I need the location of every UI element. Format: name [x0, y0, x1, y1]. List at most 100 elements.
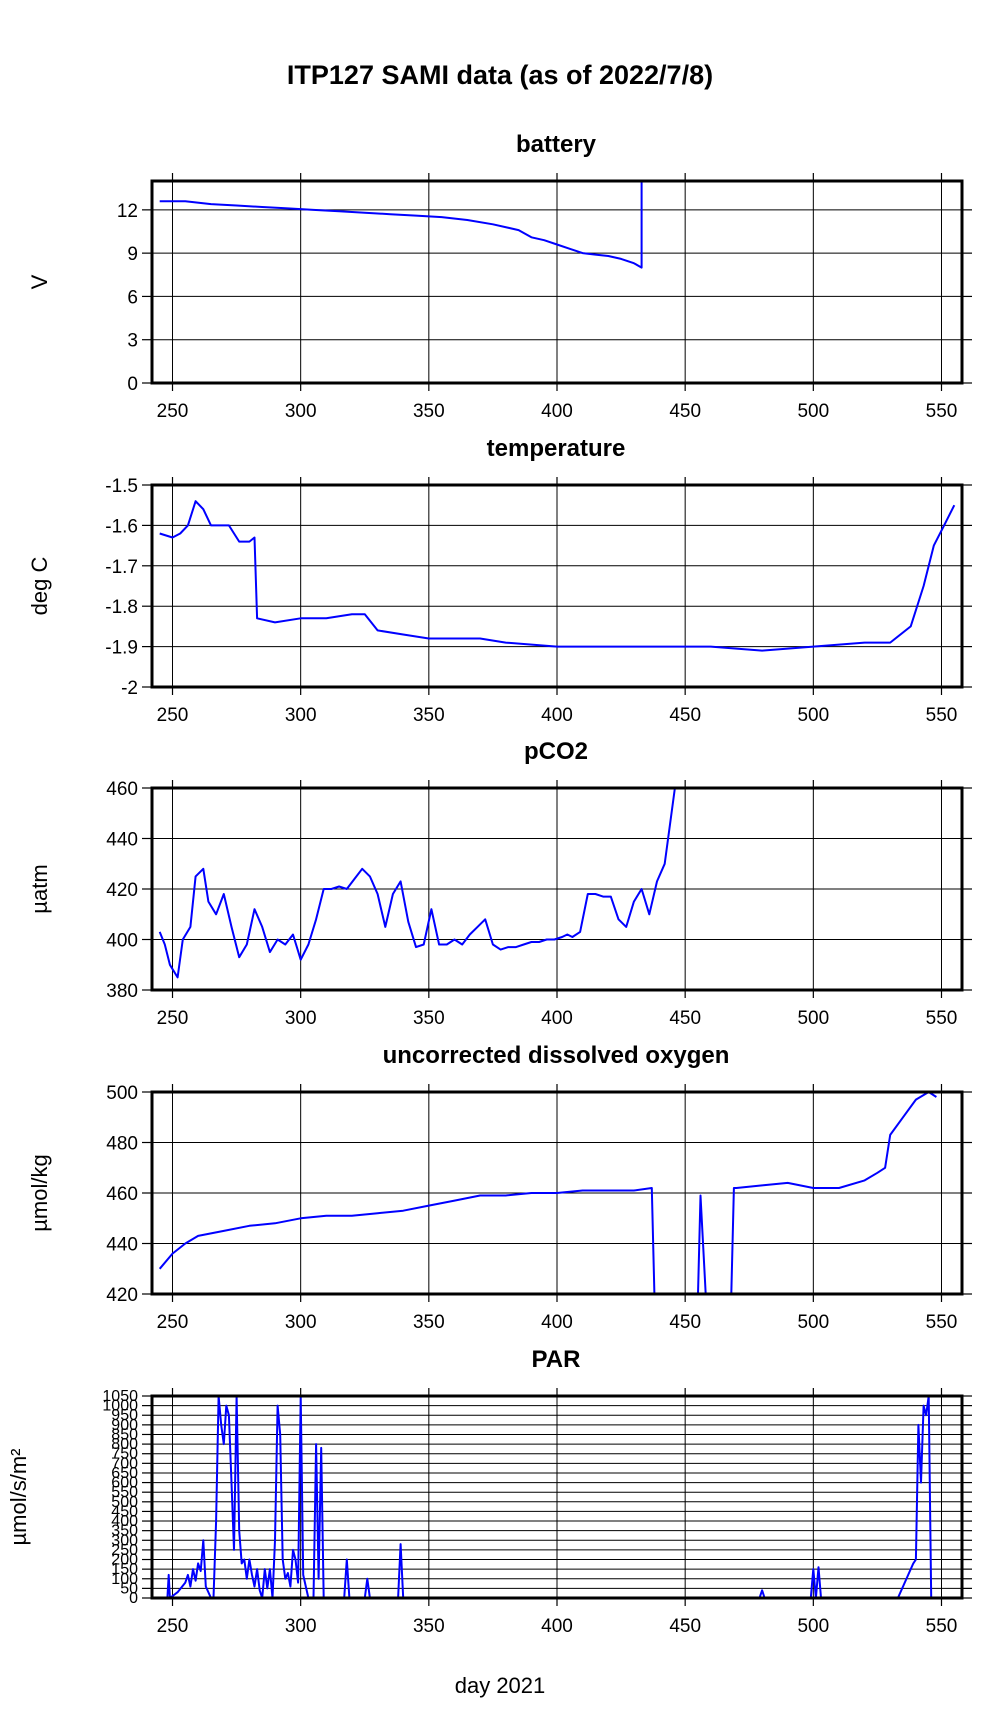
y-tick-label: 550	[111, 1484, 138, 1501]
x-tick-label: 350	[413, 705, 445, 726]
x-tick-label: 550	[926, 1008, 958, 1029]
y-tick-label: 460	[106, 779, 138, 800]
x-tick-label: 500	[797, 401, 829, 422]
y-axis-label: µatm	[27, 864, 52, 913]
x-tick-label: 400	[541, 1312, 573, 1333]
y-tick-label: 150	[111, 1561, 138, 1578]
x-tick-label: 350	[413, 1008, 445, 1029]
x-axis-label: day 2021	[455, 1673, 546, 1698]
y-tick-label: 350	[111, 1523, 138, 1540]
chart-panel-1: temperature deg C 250 300 350 400 450 500 550 -2 -…	[27, 435, 972, 726]
x-tick-label: 450	[669, 401, 701, 422]
plot-frame	[150, 1394, 964, 1600]
panel-title: uncorrected dissolved oxygen	[383, 1042, 730, 1069]
y-tick-label: 500	[111, 1494, 138, 1511]
plot-frame	[150, 483, 964, 689]
y-tick-label: 0	[127, 374, 138, 395]
y-tick-label: -1.6	[105, 516, 138, 537]
y-tick-label: -2	[121, 678, 138, 699]
y-tick-label: 1000	[102, 1398, 138, 1415]
y-axis-label: V	[27, 274, 52, 289]
y-tick-label: 440	[106, 1235, 138, 1256]
y-tick-label: 6	[127, 287, 138, 308]
data-line	[158, 1092, 937, 1294]
x-tick-label: 450	[669, 1616, 701, 1637]
x-tick-label: 550	[926, 401, 958, 422]
y-tick-label: 420	[106, 1285, 138, 1306]
x-tick-label: 500	[797, 1008, 829, 1029]
y-tick-label: 100	[111, 1571, 138, 1588]
x-tick-label: 550	[926, 1616, 958, 1637]
y-tick-label: 9	[127, 244, 138, 265]
y-tick-label: 650	[111, 1465, 138, 1482]
y-tick-label: 380	[106, 981, 138, 1002]
y-axis-label: µmol/s/m²	[6, 1448, 31, 1545]
y-tick-label: 450	[111, 1503, 138, 1520]
x-tick-label: 400	[541, 401, 573, 422]
panel-title: PAR	[532, 1346, 581, 1373]
plot-frame	[150, 786, 964, 992]
x-tick-label: 400	[541, 1616, 573, 1637]
y-tick-label: 850	[111, 1426, 138, 1443]
x-tick-label: 300	[285, 1616, 317, 1637]
x-tick-label: 450	[669, 705, 701, 726]
y-tick-label: 1050	[102, 1388, 138, 1405]
data-line	[158, 788, 676, 979]
x-tick-label: 300	[285, 1008, 317, 1029]
x-tick-label: 350	[413, 401, 445, 422]
data-line	[159, 500, 956, 652]
y-tick-label: 0	[129, 1590, 138, 1607]
y-tick-label: 420	[106, 880, 138, 901]
x-tick-label: 350	[413, 1312, 445, 1333]
plot-frame	[150, 1090, 964, 1296]
x-tick-label: 250	[157, 705, 189, 726]
data-line	[159, 1396, 934, 1598]
y-tick-label: 400	[111, 1513, 138, 1530]
y-tick-label: 460	[106, 1184, 138, 1205]
y-tick-label: 480	[106, 1134, 138, 1155]
y-tick-label: 400	[106, 931, 138, 952]
x-tick-label: 400	[541, 1008, 573, 1029]
chart-panel-0: battery V 250 300 350 400 450 500 550 0 3 6 9 12	[27, 131, 972, 422]
x-tick-label: 450	[669, 1312, 701, 1333]
y-tick-label: 200	[111, 1552, 138, 1569]
data-line	[159, 181, 955, 269]
y-tick-label: 900	[111, 1417, 138, 1434]
x-tick-label: 300	[285, 1312, 317, 1333]
figure-title: ITP127 SAMI data (as of 2022/7/8)	[287, 60, 713, 90]
y-tick-label: 600	[111, 1475, 138, 1492]
x-tick-label: 500	[797, 705, 829, 726]
y-tick-label: 950	[111, 1407, 138, 1424]
x-tick-label: 350	[413, 1616, 445, 1637]
y-tick-label: -1.9	[105, 638, 138, 659]
x-tick-label: 500	[797, 1616, 829, 1637]
y-tick-label: 12	[117, 201, 138, 222]
chart-panel-3: uncorrected dissolved oxygen µmol/kg 250 30…	[27, 1042, 972, 1333]
x-tick-label: 500	[797, 1312, 829, 1333]
chart-panel-2: pCO2 µatm 250 300 350 400 450 500 550 380 400 420 44…	[27, 738, 972, 1029]
y-tick-label: -1.8	[105, 597, 138, 618]
x-tick-label: 400	[541, 705, 573, 726]
plot-frame	[150, 179, 964, 385]
panel-title: temperature	[487, 435, 626, 462]
x-tick-label: 300	[285, 705, 317, 726]
x-tick-label: 450	[669, 1008, 701, 1029]
x-tick-label: 550	[926, 705, 958, 726]
y-axis-label: µmol/kg	[27, 1154, 52, 1231]
y-tick-label: 700	[111, 1455, 138, 1472]
y-tick-label: 440	[106, 830, 138, 851]
panel-title: pCO2	[524, 738, 588, 765]
y-tick-label: 750	[111, 1446, 138, 1463]
y-tick-label: 300	[111, 1532, 138, 1549]
y-tick-label: -1.7	[105, 557, 138, 578]
x-tick-label: 250	[157, 1008, 189, 1029]
y-tick-label: -1.5	[105, 476, 138, 497]
y-tick-label: 250	[111, 1542, 138, 1559]
y-axis-label: deg C	[27, 557, 52, 616]
y-tick-label: 50	[120, 1580, 138, 1597]
x-tick-label: 250	[157, 401, 189, 422]
x-tick-label: 250	[157, 1312, 189, 1333]
